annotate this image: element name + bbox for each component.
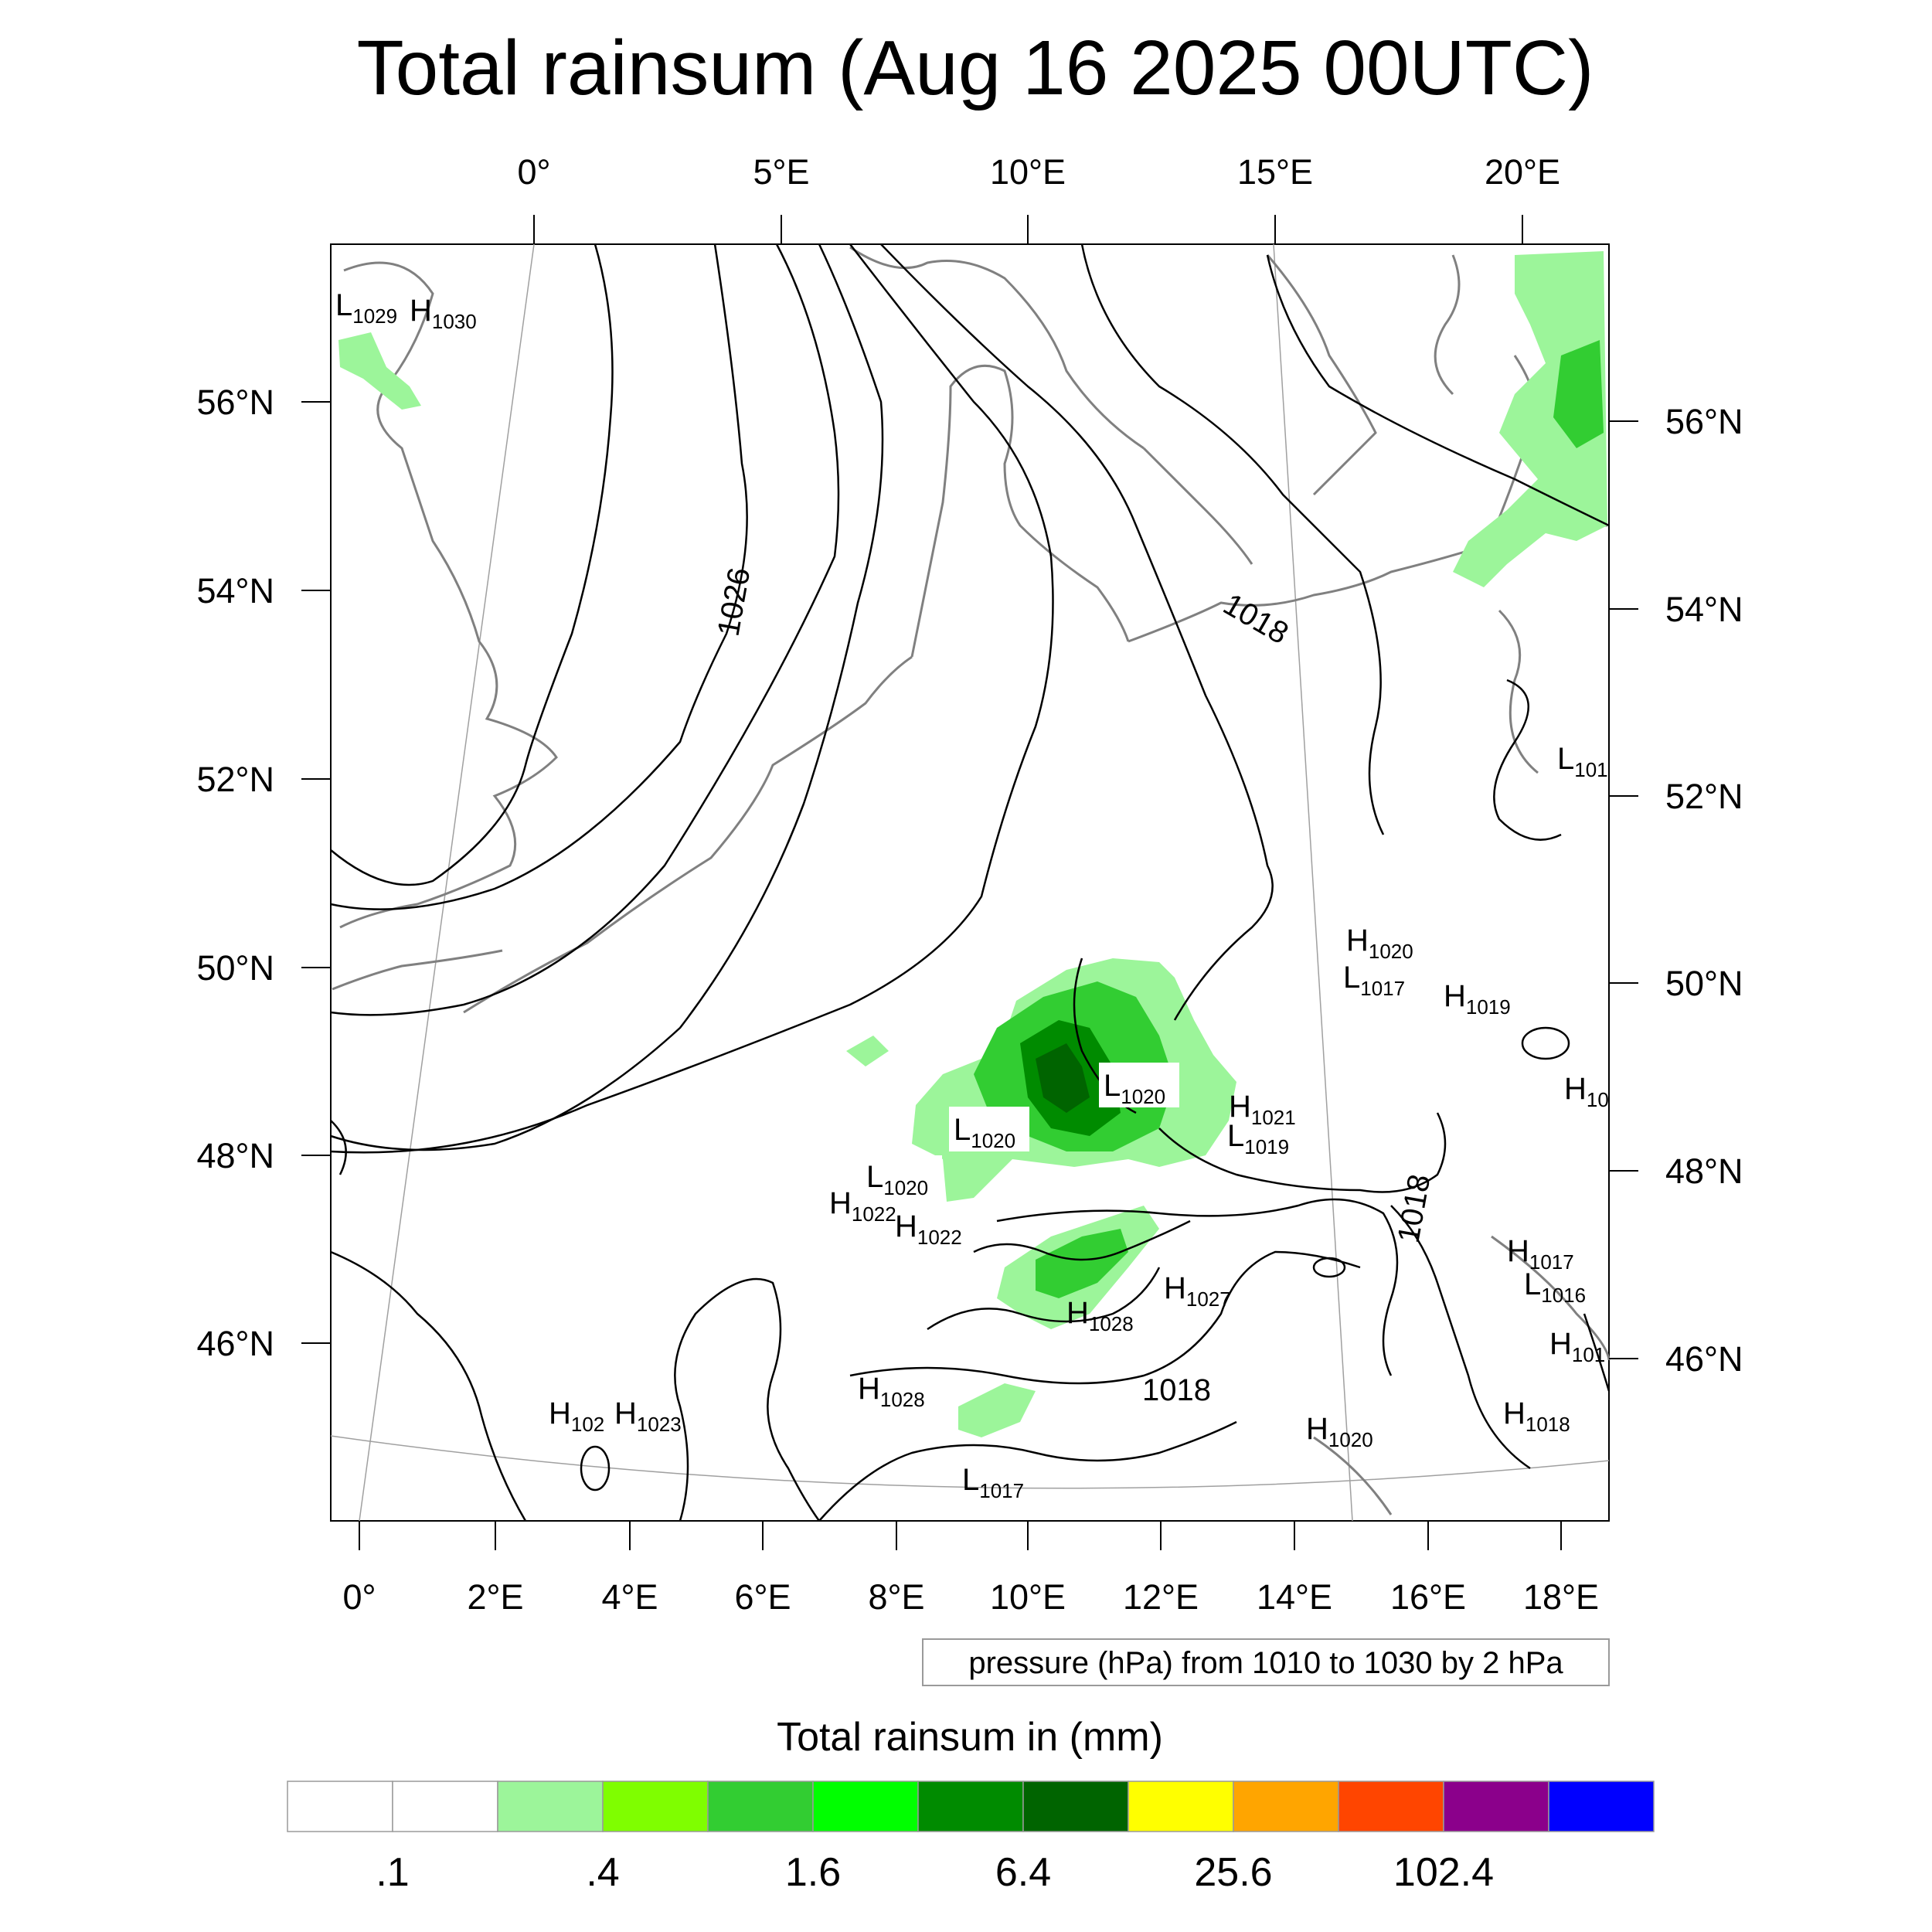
pressure-center: H1028 [858, 1372, 925, 1411]
colorbar-label: 25.6 [1194, 1850, 1272, 1895]
pressure-center: H1022 [829, 1186, 896, 1226]
colorbar-box [1022, 1781, 1129, 1832]
rain-area-central-core [1036, 1043, 1090, 1113]
top-lon-axis: 0° 5°E 10°E 15°E 20°E [517, 152, 1560, 244]
colorbar-box [1548, 1781, 1655, 1832]
top-lon-label: 10°E [990, 152, 1066, 192]
map-panel [330, 243, 1611, 1522]
rain-area-northeast-core [1553, 340, 1604, 448]
left-lat-label: 50°N [196, 948, 274, 988]
colorbar-box [1128, 1781, 1234, 1832]
colorbar-label: .1 [376, 1850, 409, 1895]
contour-info-text: pressure (hPa) from 1010 to 1030 by 2 hP… [968, 1646, 1563, 1680]
colorbar-box [602, 1781, 709, 1832]
pressure-center: H1023 [614, 1396, 682, 1436]
bottom-lon-label: 6°E [734, 1577, 791, 1617]
bottom-lon-label: 18°E [1523, 1577, 1599, 1617]
pressure-center: H1028 [1066, 1296, 1134, 1335]
left-lat-label: 46°N [196, 1324, 274, 1363]
pressure-center: H102 [549, 1396, 604, 1436]
left-lat-axis: 56°N 54°N 52°N 50°N 48°N 46°N [196, 383, 331, 1363]
right-lat-label: 54°N [1665, 590, 1743, 629]
top-lon-label: 0° [517, 152, 550, 192]
colorbar-box [707, 1781, 814, 1832]
colorbar-box [1233, 1781, 1339, 1832]
pressure-center: H1019 [1444, 979, 1511, 1019]
colorbar-label: 102.4 [1393, 1850, 1494, 1895]
pressure-center: L1016 [1524, 1267, 1586, 1307]
pressure-center: H1030 [410, 294, 477, 333]
right-lat-label: 50°N [1665, 964, 1743, 1003]
colorbar-label: 6.4 [995, 1850, 1051, 1895]
bottom-lon-label: 8°E [868, 1577, 924, 1617]
bottom-lon-label: 2°E [467, 1577, 523, 1617]
right-lat-axis: 56°N 54°N 52°N 50°N 48°N 46°N [1609, 402, 1743, 1379]
bottom-lon-axis: 0° 2°E 4°E 6°E 8°E 10°E 12°E 14°E 16°E 1… [342, 1521, 1599, 1617]
graticule [330, 243, 1610, 1522]
contour-info-box: pressure (hPa) from 1010 to 1030 by 2 hP… [922, 1638, 1610, 1686]
colorbar-label: .4 [586, 1850, 619, 1895]
colorbar-box [917, 1781, 1024, 1832]
pressure-center: H1027 [1164, 1271, 1231, 1311]
colorbar: Total rainsum in (mm) .1 .4 1.6 6.4 25.6 102.… [287, 1715, 1655, 1895]
left-lat-label: 56°N [196, 383, 274, 422]
colorbar-boxes [287, 1781, 1655, 1832]
pressure-centers: L1029 H1030 L101 H1020 L1017 H1019 H10 L… [335, 288, 1609, 1502]
pressure-center: L1017 [962, 1463, 1024, 1502]
rain-area-northwest [338, 332, 421, 410]
top-lon-label: 15°E [1237, 152, 1313, 192]
bottom-lon-label: 4°E [601, 1577, 658, 1617]
colorbar-label: 1.6 [785, 1850, 841, 1895]
top-lon-label: 20°E [1485, 152, 1560, 192]
right-lat-label: 46°N [1665, 1339, 1743, 1379]
isobars [330, 243, 1611, 1522]
pressure-center: H1020 [1346, 923, 1413, 963]
colorbar-box [287, 1781, 393, 1832]
pressure-center: L1029 [335, 288, 397, 328]
bottom-lon-label: 16°E [1390, 1577, 1466, 1617]
rain-area-northeast [1453, 251, 1607, 587]
colorbar-box [1443, 1781, 1549, 1832]
pressure-center: L1020 [866, 1160, 928, 1199]
left-lat-label: 52°N [196, 760, 274, 799]
rain-area-alps-mid [1036, 1229, 1128, 1298]
label-box [1099, 1063, 1179, 1107]
chart-title: Total rainsum (Aug 16 2025 00UTC) [357, 25, 1594, 111]
top-lon-label: 5°E [753, 152, 809, 192]
bottom-lon-label: 12°E [1123, 1577, 1199, 1617]
colorbar-box [497, 1781, 604, 1832]
isobar-label: 1018 [1142, 1373, 1211, 1407]
left-lat-label: 48°N [196, 1136, 274, 1175]
rain-area-east-small [1182, 1055, 1229, 1105]
right-lat-label: 52°N [1665, 777, 1743, 816]
right-lat-label: 56°N [1665, 402, 1743, 441]
colorbar-title: Total rainsum in (mm) [777, 1715, 1163, 1760]
colorbar-box [392, 1781, 498, 1832]
label-box [949, 1107, 1029, 1151]
right-lat-label: 48°N [1665, 1151, 1743, 1191]
pressure-center: H1017 [1507, 1234, 1574, 1274]
pressure-center: L1017 [1343, 961, 1405, 1000]
pressure-center: H1020 [1306, 1412, 1373, 1451]
pressure-center: H10 [1564, 1072, 1609, 1111]
rain-area-south [958, 1383, 1036, 1437]
pressure-center: H101 [1549, 1327, 1605, 1366]
bottom-lon-label: 14°E [1257, 1577, 1332, 1617]
bottom-lon-label: 0° [342, 1577, 376, 1617]
pressure-center: L101 [1557, 742, 1608, 781]
pressure-center: H1018 [1503, 1396, 1570, 1436]
map-frame [330, 243, 1610, 1522]
pressure-center: H1021 [1229, 1090, 1296, 1129]
colorbar-labels: .1 .4 1.6 6.4 25.6 102.4 [376, 1850, 1494, 1895]
colorbar-box [1338, 1781, 1444, 1832]
pressure-center: L1020 [1104, 1069, 1165, 1108]
label-box [862, 1155, 942, 1200]
rain-area-west-small [846, 1036, 889, 1066]
pressure-center: H1022 [895, 1209, 962, 1249]
left-lat-label: 54°N [196, 571, 274, 611]
colorbar-box [812, 1781, 919, 1832]
pressure-center: L1019 [1227, 1119, 1289, 1158]
pressure-center: L1020 [954, 1113, 1015, 1152]
bottom-lon-label: 10°E [990, 1577, 1066, 1617]
